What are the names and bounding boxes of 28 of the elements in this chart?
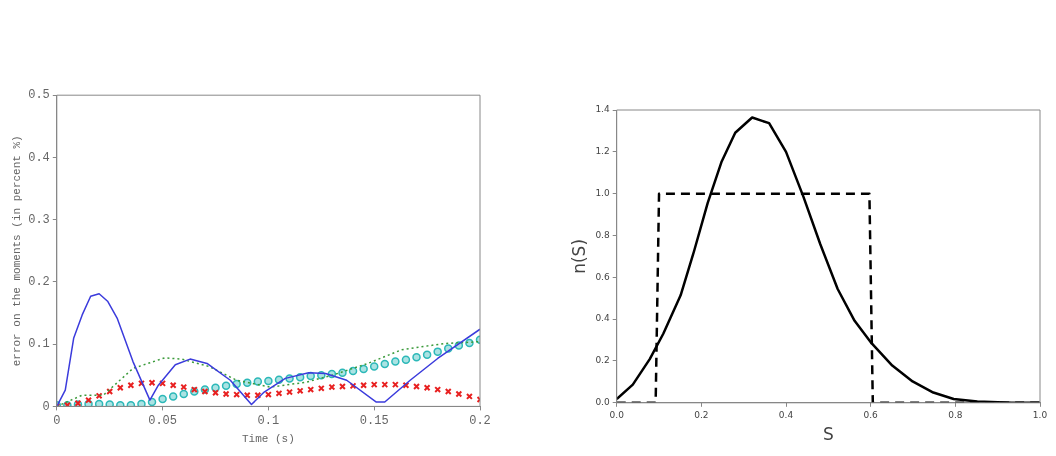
y-tick-label: 0.6 <box>595 271 610 282</box>
y-tick-label: 0.2 <box>595 355 610 366</box>
x-tick-label: 1.0 <box>1032 409 1048 420</box>
y-tick-label: 0.0 <box>595 397 610 408</box>
y-tick-label: 0.4 <box>595 313 610 324</box>
y-axis-title: error on the moments (in percent %) <box>10 135 23 367</box>
y-tick-label: 1.4 <box>595 104 610 115</box>
x-tick-label: 0.8 <box>948 409 963 420</box>
y-tick-label: 1.2 <box>595 146 610 157</box>
x-axis-title: Time (s) <box>242 433 295 446</box>
x-tick-label: 0.05 <box>148 413 178 428</box>
y-axis-title: n(S) <box>568 238 589 274</box>
y-tick-label: 0.1 <box>28 337 50 352</box>
x-tick-label: 0.1 <box>257 413 280 428</box>
x-tick-label: 0.2 <box>694 409 709 420</box>
y-tick-label: 0.8 <box>595 229 610 240</box>
y-tick-label: 0.5 <box>28 88 50 103</box>
x-tick-label: 0.2 <box>469 413 491 428</box>
y-tick-label: 1.0 <box>595 188 610 198</box>
x-tick-label: 0.4 <box>778 409 794 420</box>
x-tick-label: 0.15 <box>359 413 389 428</box>
x-tick-label: 0.6 <box>863 409 879 420</box>
x-tick-label: 0 <box>53 413 61 428</box>
x-axis-title: S <box>822 424 834 445</box>
y-tick-label: 0.2 <box>28 275 50 290</box>
x-tick-label: 0.0 <box>609 409 625 420</box>
y-tick-label: 0.3 <box>28 212 50 227</box>
y-tick-label: 0.4 <box>28 150 50 165</box>
